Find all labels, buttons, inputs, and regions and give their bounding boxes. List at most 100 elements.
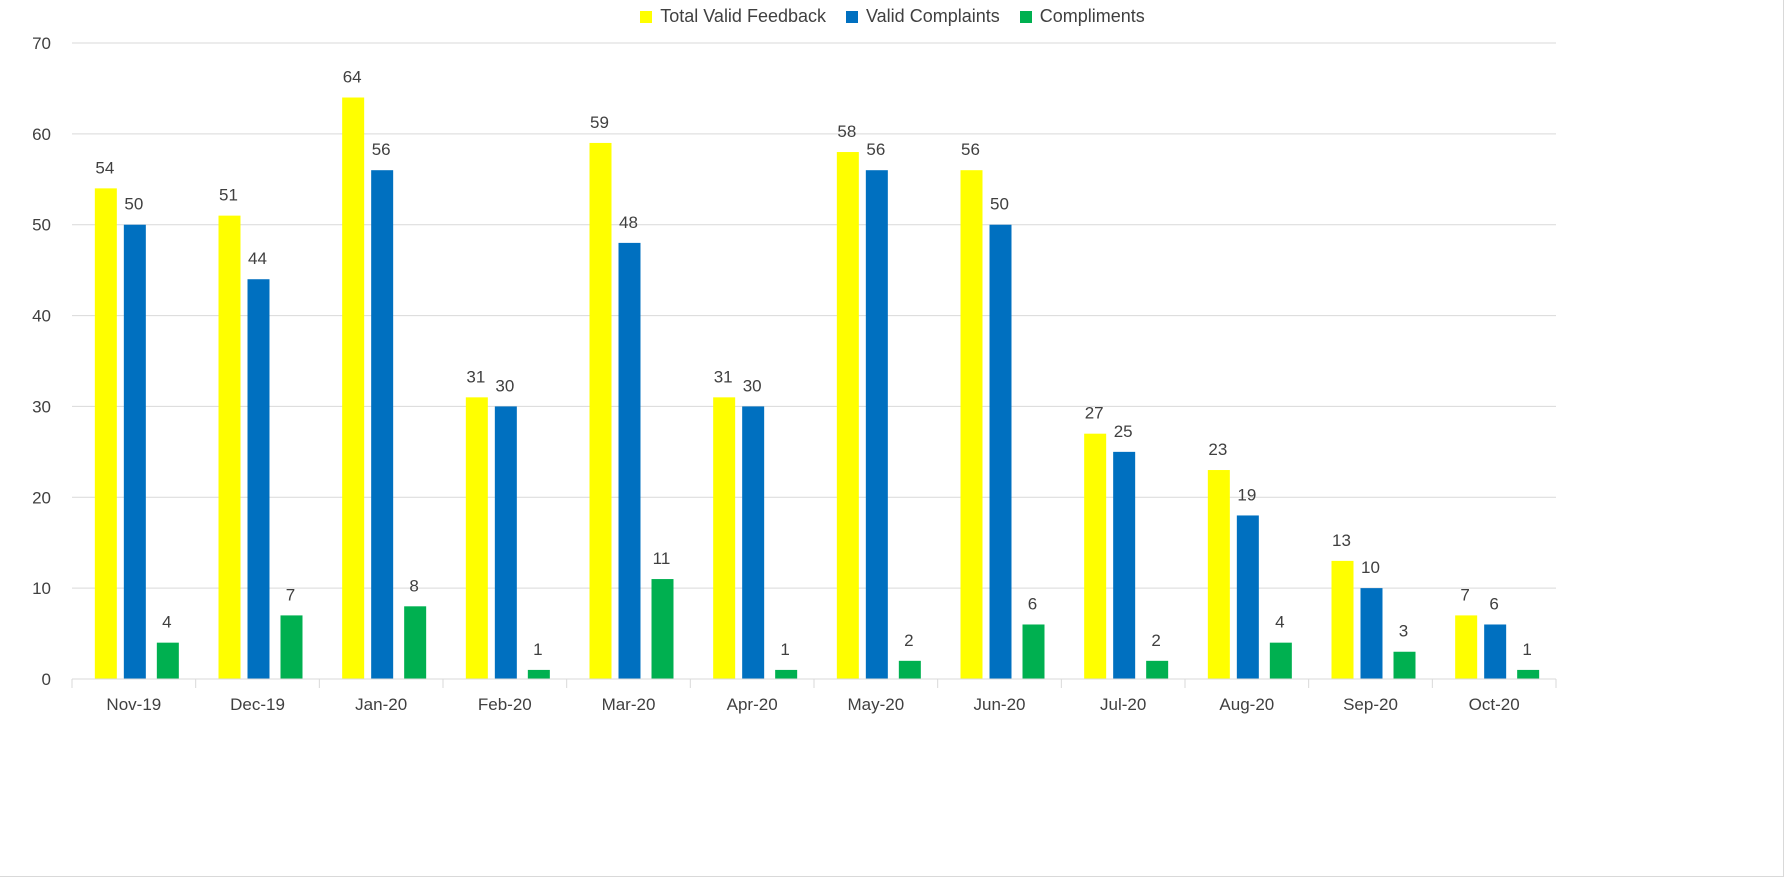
y-tick-label: 50 <box>32 216 51 235</box>
y-tick-label: 10 <box>32 579 51 598</box>
bar <box>865 170 888 679</box>
y-tick-label: 60 <box>32 125 51 144</box>
bar <box>898 660 921 679</box>
x-tick-label: Sep-20 <box>1343 695 1398 714</box>
bar <box>156 642 179 679</box>
bar <box>494 406 517 679</box>
bar <box>247 279 270 679</box>
bar <box>836 152 859 679</box>
legend-item: Compliments <box>1019 6 1145 27</box>
data-label: 44 <box>248 249 267 268</box>
bar <box>404 606 427 679</box>
data-label: 6 <box>1489 594 1498 613</box>
data-label: 31 <box>714 367 733 386</box>
data-label: 56 <box>961 140 980 159</box>
data-label: 7 <box>1460 585 1469 604</box>
legend-item: Valid Complaints <box>846 6 1000 27</box>
y-tick-label: 20 <box>32 488 51 507</box>
legend-label: Valid Complaints <box>866 6 1000 26</box>
bar <box>1022 624 1045 679</box>
x-tick-label: Jun-20 <box>974 695 1026 714</box>
data-label: 4 <box>1275 613 1284 632</box>
data-label: 54 <box>95 158 114 177</box>
legend-swatch <box>846 10 858 23</box>
data-label: 25 <box>1114 422 1133 441</box>
data-label: 56 <box>866 140 885 159</box>
data-label: 59 <box>590 113 609 132</box>
bar <box>123 224 146 679</box>
legend-item: Total Valid Feedback <box>640 6 826 27</box>
data-label: 64 <box>343 68 362 87</box>
x-tick-label: Feb-20 <box>478 695 532 714</box>
bar <box>1236 515 1259 679</box>
data-label: 4 <box>162 613 171 632</box>
bar <box>371 170 394 679</box>
bar <box>1113 451 1136 679</box>
data-label: 1 <box>780 640 789 659</box>
data-label: 11 <box>653 549 671 568</box>
data-label: 50 <box>990 195 1009 214</box>
data-label: 50 <box>124 195 143 214</box>
data-label: 58 <box>837 122 856 141</box>
x-tick-label: Jan-20 <box>355 695 407 714</box>
data-label: 31 <box>466 367 485 386</box>
bar <box>742 406 765 679</box>
bar <box>1207 470 1230 679</box>
data-label: 7 <box>286 585 295 604</box>
bar <box>342 97 365 679</box>
data-label: 3 <box>1399 622 1408 641</box>
bar <box>618 242 641 679</box>
legend: Total Valid Feedback Valid Complaints Comp… <box>0 6 1785 27</box>
data-label: 2 <box>904 631 913 650</box>
bar <box>1455 615 1478 679</box>
data-label: 6 <box>1028 594 1037 613</box>
bar <box>1331 560 1354 679</box>
bar <box>1393 651 1416 679</box>
x-tick-label: Jul-20 <box>1100 695 1146 714</box>
data-label: 2 <box>1151 631 1160 650</box>
y-tick-label: 70 <box>32 34 51 53</box>
bar <box>465 397 488 679</box>
x-tick-label: Nov-19 <box>106 695 161 714</box>
data-label: 30 <box>495 376 514 395</box>
legend-swatch <box>1019 10 1032 23</box>
bar <box>960 170 983 679</box>
bar <box>280 615 303 679</box>
data-label: 13 <box>1332 531 1351 550</box>
data-label: 8 <box>409 576 418 595</box>
data-label: 51 <box>219 186 238 205</box>
bar <box>1517 669 1540 679</box>
bar <box>1360 588 1383 679</box>
bar <box>1146 660 1169 679</box>
data-label: 1 <box>1522 640 1531 659</box>
bar <box>651 579 674 679</box>
x-tick-label: Aug-20 <box>1219 695 1274 714</box>
data-label: 23 <box>1208 440 1227 459</box>
bar <box>1269 642 1292 679</box>
legend-swatch <box>640 10 653 23</box>
x-tick-label: Apr-20 <box>727 695 778 714</box>
data-label: 19 <box>1237 485 1256 504</box>
bar <box>1084 433 1107 679</box>
bar <box>527 669 550 679</box>
data-label: 27 <box>1085 404 1104 423</box>
y-tick-label: 30 <box>32 397 51 416</box>
x-tick-label: Oct-20 <box>1469 695 1520 714</box>
bar <box>989 224 1012 679</box>
data-label: 30 <box>743 376 762 395</box>
legend-label: Total Valid Feedback <box>660 6 826 26</box>
bar <box>218 215 241 679</box>
x-tick-label: Dec-19 <box>230 695 285 714</box>
bar <box>94 188 117 679</box>
bar <box>1484 624 1507 679</box>
bar <box>713 397 736 679</box>
x-tick-label: May-20 <box>847 695 904 714</box>
x-tick-label: Mar-20 <box>602 695 656 714</box>
data-label: 1 <box>533 640 542 659</box>
bar <box>775 669 798 679</box>
data-label: 10 <box>1361 558 1380 577</box>
legend-label: Compliments <box>1039 6 1145 26</box>
y-tick-label: 0 <box>42 670 51 689</box>
